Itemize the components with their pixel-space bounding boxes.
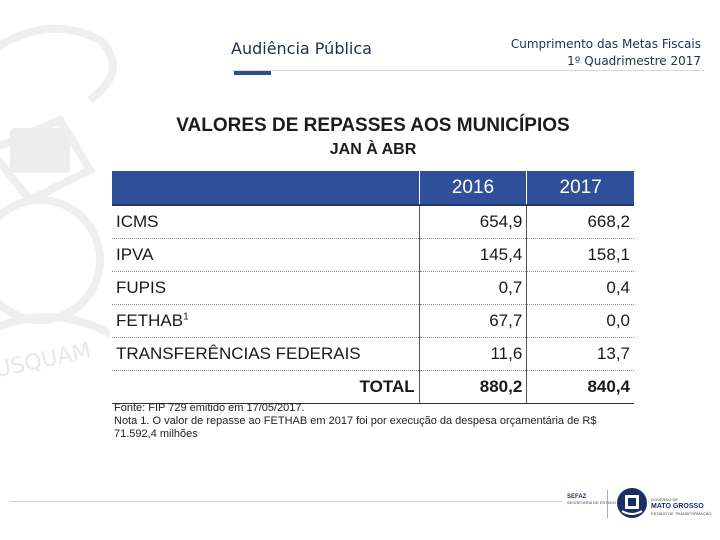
mato-grosso-crest-icon: [617, 488, 647, 518]
table-header-row: 2016 2017: [112, 171, 634, 206]
sefaz-logo: SEFAZ SECRETARIA DE ESTADO DE FAZENDA: [567, 494, 643, 505]
value-2017: 668,2: [526, 205, 634, 239]
table-row: ICMS 654,9 668,2: [112, 205, 634, 239]
column-header-label: [112, 171, 420, 206]
total-2016: 880,2: [418, 370, 527, 404]
background-crest-watermark: USQUAM: [0, 24, 123, 384]
row-label: TRANSFERÊNCIAS FEDERAIS: [112, 337, 420, 371]
header-subtitle: Cumprimento das Metas Fiscais 1º Quadrim…: [511, 36, 701, 70]
footnote-marker: 1: [183, 311, 189, 323]
table-title: VALORES DE REPASSES AOS MUNICÍPIOS: [176, 115, 570, 136]
column-header-2016: 2016: [418, 171, 527, 206]
header-divider: [232, 70, 704, 71]
table-notes: Fonte: FIP 729 emitido em 17/05/2017. No…: [114, 402, 596, 441]
column-header-2017: 2017: [526, 171, 634, 206]
value-2017: 0,0: [526, 304, 634, 338]
source-note: Fonte: FIP 729 emitido em 17/05/2017.: [114, 402, 305, 414]
table-row: FUPIS 0,7 0,4: [112, 271, 634, 305]
table-row: FETHAB1 67,7 0,0: [112, 304, 634, 338]
total-row: TOTAL 880,2 840,4: [112, 370, 634, 404]
value-2016: 11,6: [418, 337, 527, 371]
header-subtitle-line2: 1º Quadrimestre 2017: [567, 54, 701, 68]
footer-logos: SEFAZ SECRETARIA DE ESTADO DE FAZENDA GO…: [563, 484, 713, 524]
watermark-text: USQUAM: [0, 339, 93, 384]
logo-divider: [607, 490, 608, 518]
row-label: IPVA: [112, 238, 420, 272]
table-row: IPVA 145,4 158,1: [112, 238, 634, 272]
value-2016: 654,9: [418, 205, 527, 239]
table-row: TRANSFERÊNCIAS FEDERAIS 11,6 13,7: [112, 337, 634, 371]
header-accent-bar: [234, 71, 271, 75]
value-2016: 145,4: [418, 238, 527, 272]
footer-divider: [10, 501, 562, 502]
value-2017: 13,7: [526, 337, 634, 371]
total-2017: 840,4: [526, 370, 634, 404]
value-2016: 0,7: [418, 271, 527, 305]
value-2017: 0,4: [526, 271, 634, 305]
row-label: FUPIS: [112, 271, 420, 305]
row-label: FETHAB1: [112, 304, 420, 338]
repasses-table: 2016 2017 ICMS 654,9 668,2 IPVA 145,4 15…: [112, 171, 634, 404]
row-label: ICMS: [112, 205, 420, 239]
value-2016: 67,7: [418, 304, 527, 338]
header-subtitle-line1: Cumprimento das Metas Fiscais: [510, 37, 701, 51]
page-title: Audiência Pública: [231, 39, 372, 58]
footnote-1-continued: 71.592,4 milhões: [114, 428, 198, 440]
table-subtitle: JAN À ABR: [329, 141, 417, 158]
repasses-table-panel: VALORES DE REPASSES AOS MUNICÍPIOS JAN À…: [110, 103, 636, 453]
value-2017: 158,1: [526, 238, 634, 272]
total-label: TOTAL: [112, 370, 420, 404]
footnote-1: Nota 1. O valor de repasse ao FETHAB em …: [114, 415, 597, 427]
mato-grosso-logo-text: GOVERNO DE MATO GROSSO ESTADO DE TRANSFO…: [651, 497, 712, 516]
